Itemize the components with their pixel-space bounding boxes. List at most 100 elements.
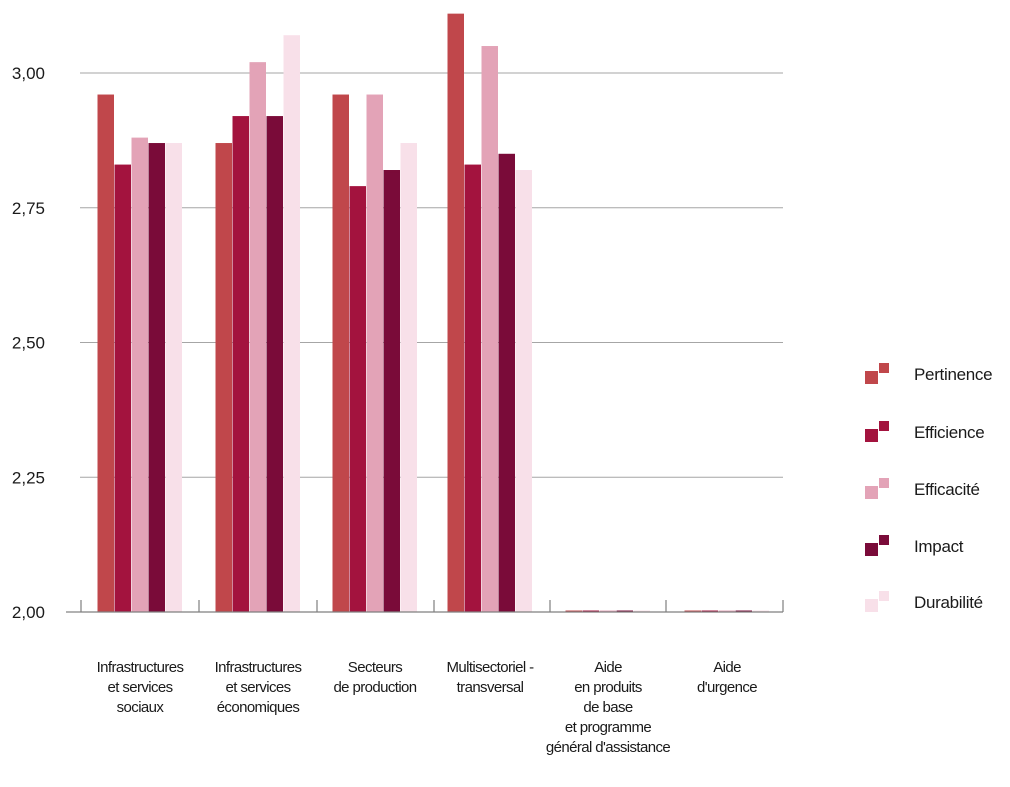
bar-top-highlight bbox=[447, 13, 464, 16]
legend-swatch bbox=[865, 429, 878, 442]
bar-top-highlight bbox=[165, 143, 182, 146]
bar-impact bbox=[383, 170, 400, 612]
bar-pertinence bbox=[684, 610, 701, 612]
bar-top-highlight bbox=[215, 143, 232, 146]
y-tick-label: 2,50 bbox=[12, 334, 45, 353]
y-tick-label: 2,25 bbox=[12, 468, 45, 487]
legend-swatch-accent bbox=[879, 478, 889, 488]
legend-label: Durabilité bbox=[914, 593, 983, 612]
category-label-line: Aide bbox=[713, 659, 741, 676]
bar-top-highlight bbox=[266, 116, 283, 119]
bar-pertinence bbox=[215, 143, 232, 612]
bar-efficience bbox=[232, 116, 249, 613]
y-axis-ticks: 2,00 2,25 2,50 2,75 3,00 bbox=[12, 64, 45, 622]
legend-label: Impact bbox=[914, 537, 964, 556]
category-label: Multisectoriel - transversal bbox=[446, 659, 534, 696]
bar-efficacité bbox=[599, 610, 616, 612]
legend-swatch-accent bbox=[879, 421, 889, 431]
category-label-line: Infrastructures bbox=[97, 659, 184, 676]
bar-efficience bbox=[701, 610, 718, 612]
category-label: Infrastructures et services sociaux bbox=[97, 659, 184, 716]
legend-swatch bbox=[865, 599, 878, 612]
legend-swatch bbox=[865, 371, 878, 384]
bar-top-highlight bbox=[383, 170, 400, 173]
category-label-line: d'urgence bbox=[697, 679, 757, 696]
category-label-line: Secteurs bbox=[348, 659, 402, 676]
bar-durabilité bbox=[515, 170, 532, 612]
x-axis bbox=[66, 600, 784, 613]
legend-item-efficacité: Efficacité bbox=[865, 478, 980, 499]
category-label-line: de base bbox=[583, 699, 632, 716]
legend-item-pertinence: Pertinence bbox=[865, 363, 993, 384]
category-label: Aide en produits de base et programme généra… bbox=[546, 659, 671, 756]
category-label: Infrastructures et services économiques bbox=[215, 659, 302, 716]
bar-durabilité bbox=[752, 610, 769, 612]
bar-top-highlight bbox=[114, 164, 131, 167]
bar-durabilité bbox=[633, 610, 650, 612]
bar-efficacité bbox=[131, 137, 148, 612]
bar-efficience bbox=[114, 164, 131, 612]
category-label: Secteurs de production bbox=[333, 659, 416, 696]
category-label: Aide d'urgence bbox=[697, 659, 757, 696]
bar-efficience bbox=[349, 186, 366, 612]
category-label-line: Multisectoriel - bbox=[446, 659, 534, 676]
y-tick-label: 2,00 bbox=[12, 603, 45, 622]
bar-top-highlight bbox=[515, 170, 532, 173]
category-label-line: et services bbox=[107, 679, 172, 696]
bar-durabilité bbox=[400, 143, 417, 612]
bar-top-highlight bbox=[131, 137, 148, 140]
legend-swatch-accent bbox=[879, 591, 889, 601]
bar-top-highlight bbox=[249, 62, 266, 65]
legend-item-impact: Impact bbox=[865, 535, 964, 556]
bar-impact bbox=[616, 610, 633, 612]
bar-efficience bbox=[464, 164, 481, 612]
bar-efficacité bbox=[249, 62, 266, 613]
bar-impact bbox=[148, 143, 165, 612]
legend-swatch bbox=[865, 486, 878, 499]
bar-durabilité bbox=[283, 35, 300, 612]
category-label-line: en produits bbox=[574, 679, 642, 696]
bar-top-highlight bbox=[366, 94, 383, 97]
category-label-line: économiques bbox=[217, 699, 300, 716]
gridlines bbox=[80, 72, 783, 478]
legend-swatch-accent bbox=[879, 363, 889, 373]
bar-impact bbox=[498, 153, 515, 612]
bar-impact bbox=[735, 610, 752, 612]
bar-top-highlight bbox=[464, 164, 481, 167]
bar-top-highlight bbox=[148, 143, 165, 146]
bar-pertinence bbox=[447, 13, 464, 612]
bar-efficacité bbox=[481, 46, 498, 613]
bar-top-highlight bbox=[332, 94, 349, 97]
category-labels: Infrastructures et services sociauxInfrast… bbox=[97, 659, 758, 756]
bar-top-highlight bbox=[97, 94, 114, 97]
bar-pertinence bbox=[332, 94, 349, 612]
category-label-line: de production bbox=[333, 679, 416, 696]
legend-label: Efficacité bbox=[914, 480, 980, 499]
bar-top-highlight bbox=[283, 35, 300, 38]
bar-top-highlight bbox=[481, 46, 498, 49]
legend: Pertinence Efficience Efficacité Impact Dura… bbox=[865, 363, 993, 612]
bar-pertinence bbox=[565, 610, 582, 612]
category-label-line: sociaux bbox=[117, 699, 165, 716]
legend-item-durabilité: Durabilité bbox=[865, 591, 983, 612]
category-label-line: Aide bbox=[594, 659, 622, 676]
bar-durabilité bbox=[165, 143, 182, 612]
legend-swatch bbox=[865, 543, 878, 556]
bar-efficience bbox=[582, 610, 599, 612]
legend-swatch-accent bbox=[879, 535, 889, 545]
y-tick-label: 3,00 bbox=[12, 64, 45, 83]
category-label-line: général d'assistance bbox=[546, 739, 671, 756]
category-label-line: et programme bbox=[565, 719, 651, 736]
bar-top-highlight bbox=[349, 186, 366, 189]
bar-top-highlight bbox=[498, 153, 515, 156]
bar-top-highlight bbox=[232, 116, 249, 119]
category-label-line: Infrastructures bbox=[215, 659, 302, 676]
category-label-line: et services bbox=[225, 679, 290, 696]
legend-item-efficience: Efficience bbox=[865, 421, 985, 442]
bars bbox=[97, 13, 769, 613]
category-label-line: transversal bbox=[457, 679, 524, 696]
bar-impact bbox=[266, 116, 283, 613]
y-tick-label: 2,75 bbox=[12, 199, 45, 218]
bar-efficacité bbox=[366, 94, 383, 612]
